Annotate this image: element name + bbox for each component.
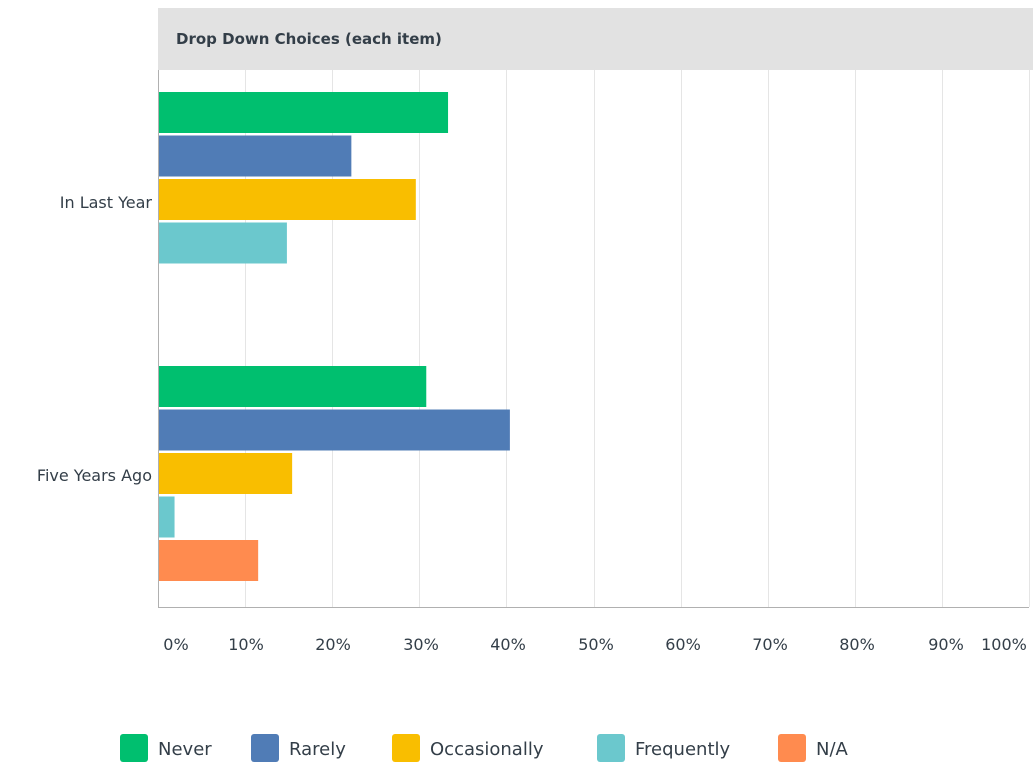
x-tick-label: 40% bbox=[490, 635, 526, 654]
legend-item: N/A bbox=[778, 734, 849, 762]
legend-item: Frequently bbox=[597, 734, 730, 762]
x-tick-label: 10% bbox=[228, 635, 264, 654]
gridlines bbox=[245, 70, 1030, 607]
legend-label: Frequently bbox=[635, 739, 730, 760]
bar-in-last-year-never bbox=[159, 92, 449, 133]
x-tick-label: 20% bbox=[315, 635, 351, 654]
bar-five-years-ago-never bbox=[159, 366, 427, 407]
x-tick-label: 30% bbox=[403, 635, 439, 654]
category-labels: In Last Year Five Years Ago bbox=[37, 193, 153, 485]
x-tick-label: 90% bbox=[928, 635, 964, 654]
legend-label: Never bbox=[158, 739, 212, 760]
x-tick-label: 80% bbox=[839, 635, 875, 654]
category-label: Five Years Ago bbox=[37, 466, 152, 485]
legend-label: Occasionally bbox=[430, 739, 544, 760]
legend-swatch bbox=[120, 734, 148, 762]
legend: Never Rarely Occasionally Frequently N/A bbox=[120, 734, 849, 762]
x-tick-label: 50% bbox=[578, 635, 614, 654]
legend-label: N/A bbox=[816, 739, 849, 760]
x-tick-label: 70% bbox=[752, 635, 788, 654]
bar-five-years-ago-rarely bbox=[159, 409, 510, 451]
legend-swatch bbox=[778, 734, 806, 762]
x-tick-label: 0% bbox=[163, 635, 188, 654]
chart-title: Drop Down Choices (each item) bbox=[176, 30, 442, 48]
category-label: In Last Year bbox=[60, 193, 153, 212]
x-tick-label: 100% bbox=[981, 635, 1027, 654]
legend-item: Occasionally bbox=[392, 734, 544, 762]
x-tick-labels: 0% 10% 20% 30% 40% 50% 60% 70% 80% 90% 100% bbox=[163, 635, 1027, 654]
legend-swatch bbox=[597, 734, 625, 762]
bar-in-last-year-occasionally bbox=[159, 179, 416, 220]
bar-five-years-ago-n-a bbox=[159, 540, 259, 581]
legend-item: Never bbox=[120, 734, 212, 762]
legend-item: Rarely bbox=[251, 734, 346, 762]
bar-in-last-year-frequently bbox=[159, 222, 287, 264]
bar-in-last-year-rarely bbox=[159, 135, 352, 177]
legend-label: Rarely bbox=[289, 739, 346, 760]
bars bbox=[159, 92, 510, 581]
bar-five-years-ago-occasionally bbox=[159, 453, 293, 494]
chart-header-bar bbox=[158, 8, 1033, 70]
bar-five-years-ago-frequently bbox=[159, 496, 175, 538]
x-tick-label: 60% bbox=[665, 635, 701, 654]
legend-swatch bbox=[251, 734, 279, 762]
legend-swatch bbox=[392, 734, 420, 762]
